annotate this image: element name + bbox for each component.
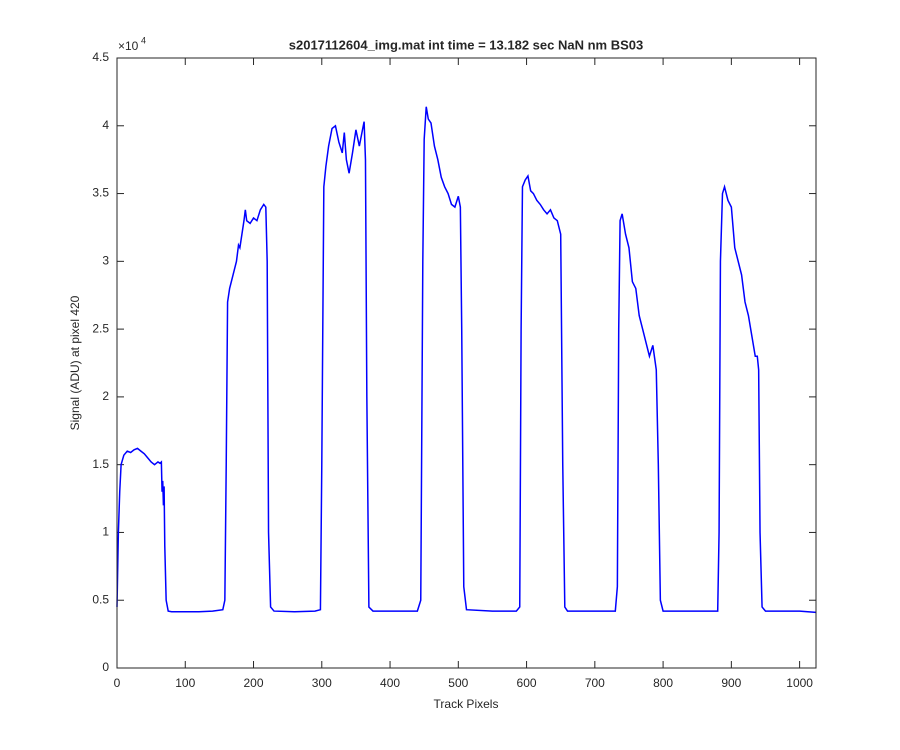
x-tick-label: 200: [244, 676, 264, 690]
data-line: [116, 106, 817, 614]
y-tick-label: 0.5: [92, 592, 109, 606]
y-tick-label: 4: [102, 118, 109, 132]
x-tick-label: 700: [585, 676, 605, 690]
y-tick-label: 3: [102, 254, 109, 268]
x-tick-label: 1000: [786, 676, 813, 690]
y-tick-label: 3.5: [92, 186, 109, 200]
y-multiplier-base: ×10: [118, 39, 139, 53]
x-tick-label: 0: [114, 676, 121, 690]
axes-box: [116, 57, 817, 669]
y-tick-label: 1: [102, 525, 109, 539]
y-axis-label: Signal (ADU) at pixel 420: [68, 295, 82, 430]
x-tick-label: 600: [517, 676, 537, 690]
x-tick-label: 300: [312, 676, 332, 690]
x-tick-label: 900: [721, 676, 741, 690]
y-tick-label: 4.5: [92, 50, 109, 64]
y-tick-label: 1.5: [92, 457, 109, 471]
y-multiplier-exponent: 4: [141, 35, 146, 45]
chart-title: s2017112604_img.mat int time = 13.182 se…: [289, 37, 643, 52]
x-tick-label: 500: [448, 676, 468, 690]
x-tick-label: 100: [175, 676, 195, 690]
y-tick-label: 0: [102, 660, 109, 674]
x-tick-label: 400: [380, 676, 400, 690]
x-tick-label: 800: [653, 676, 673, 690]
y-tick-label: 2: [102, 389, 109, 403]
y-tick-label: 2.5: [92, 321, 109, 335]
x-axis-label: Track Pixels: [434, 697, 499, 711]
plot: 0 0.5 1 1.5 2 2.5 3 3.5 4 4.5 0 100 200 300 400 500 600 7…: [92, 50, 817, 690]
plot-area: [117, 58, 816, 668]
